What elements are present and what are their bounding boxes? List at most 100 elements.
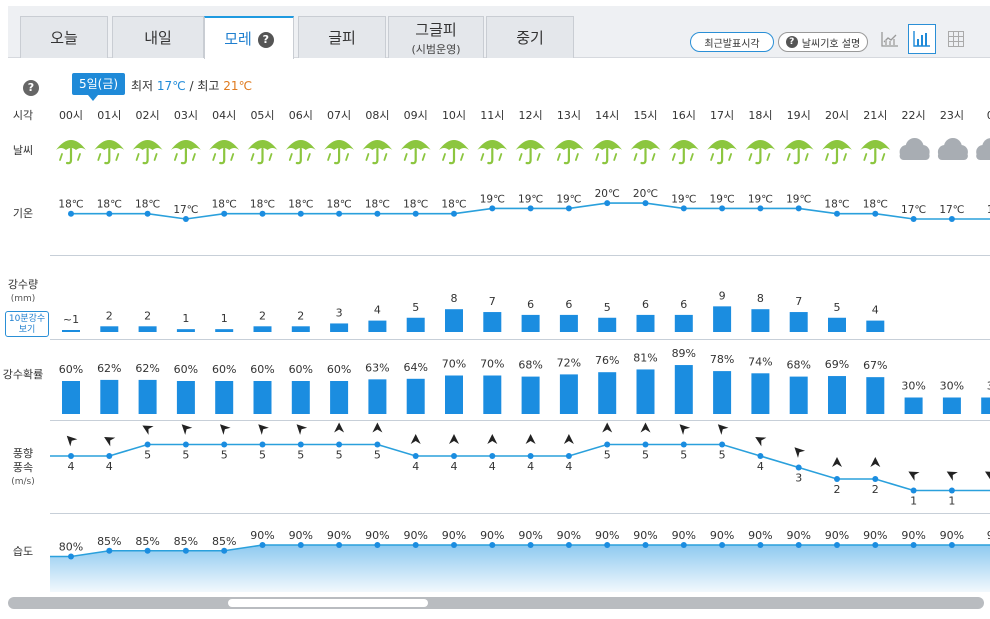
wind-speed-label: 5 — [259, 449, 266, 462]
temperature-label: 1 — [987, 204, 990, 216]
hour-label: 01시 — [97, 109, 121, 122]
forecast-tab-bar: 오늘 내일 모레? 글피 그글피 (시범운영) 중기 최근발표시각 ? 날씨기호… — [8, 6, 990, 59]
humidity-label: 9 — [987, 529, 990, 542]
help-icon[interactable]: ? — [23, 80, 39, 96]
tab-day-after-tomorrow[interactable]: 모레? — [204, 16, 294, 59]
wind-direction-arrow-icon — [66, 435, 78, 447]
help-icon: ? — [785, 36, 798, 48]
rain-probability-label: 78% — [710, 353, 734, 366]
wind-speed-label: 5 — [604, 449, 611, 462]
ten-minute-rain-button[interactable]: 10분강수 보기 — [5, 311, 49, 337]
wind-direction-arrow-icon — [181, 424, 193, 435]
wind-direction-arrow-icon — [258, 424, 269, 435]
umbrella-rain-icon — [362, 140, 393, 165]
bar-graph-view-icon[interactable] — [908, 24, 936, 54]
table-view-icon[interactable] — [942, 24, 970, 54]
temperature-point — [948, 216, 955, 222]
tab-today[interactable]: 오늘 — [20, 16, 108, 58]
temperature-label: 19℃ — [671, 193, 696, 205]
temperature-point — [489, 205, 496, 212]
wind-speed-point — [336, 441, 343, 448]
tab-day-after-tomorrow-label: 모레 — [224, 30, 252, 48]
humidity-point — [297, 542, 304, 548]
wind-direction-arrow-icon — [602, 422, 613, 433]
temperature-point — [757, 205, 764, 212]
horizontal-scrollbar[interactable] — [8, 597, 984, 609]
wind-speed-point — [221, 441, 228, 448]
row-divider — [50, 420, 990, 421]
humidity-point — [834, 542, 840, 548]
weather-symbol-button[interactable]: ? 날씨기호 설명 — [778, 32, 868, 52]
wind-speed-label: 4 — [68, 460, 75, 473]
temperature-point — [795, 205, 802, 212]
temperature-label: 17℃ — [939, 204, 964, 216]
umbrella-rain-icon — [170, 140, 201, 165]
umbrella-rain-icon — [553, 140, 584, 165]
tab-tomorrow[interactable]: 내일 — [112, 16, 204, 58]
rain-amount-label: 8 — [451, 292, 458, 305]
rain-probability-label: 72% — [557, 356, 581, 369]
temperature-point — [910, 216, 917, 222]
rain-amount-label: 4 — [872, 304, 879, 317]
temperature-label: 18℃ — [824, 199, 849, 211]
wind-speed-point — [489, 453, 496, 459]
rain-probability-label: 68% — [518, 359, 542, 372]
wind-direction-arrow-icon — [640, 422, 651, 433]
hour-label: 03시 — [174, 109, 198, 122]
temperature-label: 18℃ — [58, 199, 83, 211]
humidity-label: 90% — [327, 529, 351, 542]
hour-label: 13시 — [557, 109, 581, 122]
rain-amount-label: 6 — [680, 298, 687, 311]
rain-probability-bar — [789, 376, 808, 414]
rain-probability-label: 64% — [403, 361, 427, 374]
cloud-icon — [937, 138, 968, 160]
temperature-point — [527, 205, 534, 212]
hour-label: 05시 — [250, 109, 274, 122]
rain-probability-label: 3 — [987, 380, 990, 393]
latest-release-button[interactable]: 최근발표시각 — [690, 32, 774, 52]
humidity-point — [336, 542, 343, 548]
wind-speed-label: 4 — [106, 460, 113, 473]
rain-amount-label: 6 — [642, 298, 649, 311]
temperature-label: 18℃ — [365, 199, 390, 211]
wind-direction-arrow-icon — [946, 471, 958, 481]
temperature-point — [451, 210, 457, 217]
umbrella-rain-icon — [745, 140, 776, 165]
wind-speed-label: 5 — [642, 449, 649, 462]
tab-three-days[interactable]: 글피 — [298, 16, 386, 58]
wind-direction-arrow-icon — [870, 457, 881, 467]
wind-speed-point — [297, 441, 304, 448]
temperature-label: 18℃ — [212, 199, 237, 211]
rain-probability-bar — [253, 381, 272, 414]
rain-probability-bar — [445, 375, 463, 414]
hour-label: 07시 — [327, 109, 351, 122]
rain-amount-bar — [176, 329, 195, 332]
humidity-label: 90% — [672, 529, 696, 542]
rain-amount-label: 9 — [719, 289, 726, 302]
wind-speed-point — [604, 441, 611, 448]
hour-label: 14시 — [595, 109, 619, 122]
tab-three-days-label: 글피 — [328, 29, 356, 47]
wind-direction-arrow-icon — [487, 434, 498, 444]
help-icon[interactable]: ? — [257, 31, 274, 48]
wind-speed-point — [412, 453, 419, 459]
tab-four-days[interactable]: 그글피 (시범운영) — [388, 16, 484, 58]
temperature-label: 18℃ — [135, 199, 160, 211]
rain-probability-bar — [981, 397, 990, 414]
temperature-point — [297, 210, 304, 217]
humidity-area — [50, 545, 990, 592]
tab-today-label: 오늘 — [50, 29, 78, 47]
rain-probability-label: 62% — [97, 362, 121, 375]
temperature-label: 19℃ — [786, 193, 811, 205]
scrollbar-thumb[interactable] — [228, 599, 428, 607]
tab-mid-term[interactable]: 중기 — [486, 16, 574, 58]
rain-amount-bar — [330, 323, 349, 332]
wind-speed-point — [565, 453, 572, 459]
rain-amount-bar — [828, 317, 846, 332]
wind-direction-arrow-icon — [372, 422, 383, 433]
temperature-point — [565, 205, 572, 212]
wind-direction-arrow-icon — [410, 434, 421, 444]
humidity-point — [948, 542, 955, 548]
rain-probability-bar — [598, 372, 617, 414]
line-graph-view-icon[interactable] — [876, 24, 904, 54]
